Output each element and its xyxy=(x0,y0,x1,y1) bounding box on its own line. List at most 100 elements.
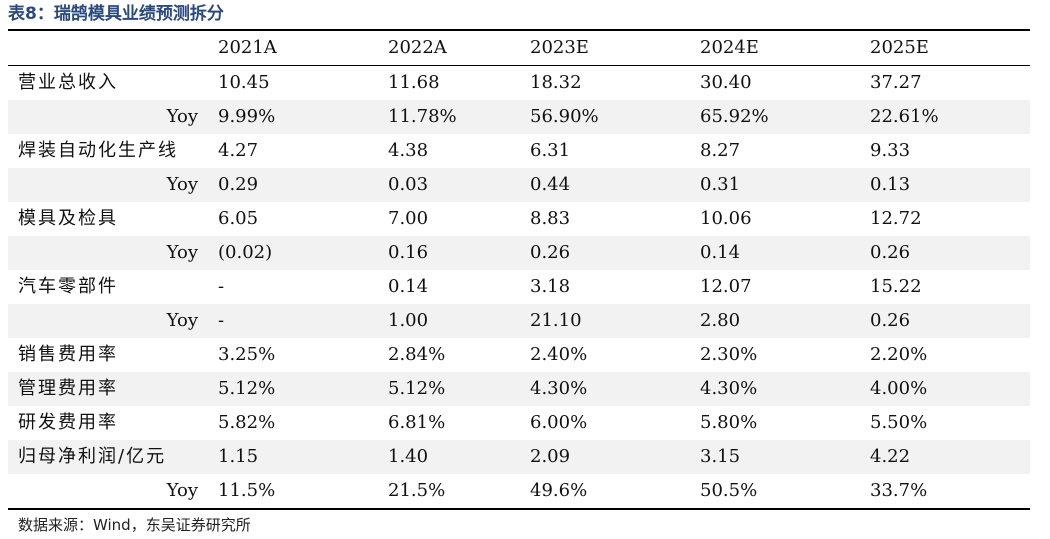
table-cell: - xyxy=(218,276,225,297)
table-cell: 5.82% xyxy=(218,412,276,433)
row-label: 汽车零部件 xyxy=(18,276,118,297)
table-row: Yoy 0.29 0.03 0.44 0.31 0.13 xyxy=(8,168,1030,202)
row-label: 销售费用率 xyxy=(18,344,118,365)
table-row: 汽车零部件 - 0.14 3.18 12.07 15.22 xyxy=(8,270,1030,304)
table-cell: 1.15 xyxy=(218,446,259,467)
table-cell: 0.03 xyxy=(388,174,429,195)
table-cell: 0.13 xyxy=(870,174,911,195)
row-label: Yoy xyxy=(166,106,198,127)
table-cell: 0.44 xyxy=(530,174,571,195)
table-cell: 4.30% xyxy=(530,378,588,399)
table-row: 归母净利润/亿元 1.15 1.40 2.09 3.15 4.22 xyxy=(8,440,1030,474)
table-cell: 1.00 xyxy=(388,310,429,331)
table-cell: 5.80% xyxy=(700,412,758,433)
table-cell: 5.12% xyxy=(388,378,446,399)
table-cell: 3.25% xyxy=(218,344,276,365)
table-cell: 2.40% xyxy=(530,344,588,365)
table-cell: 65.92% xyxy=(700,106,769,127)
header-col-2022a: 2022A xyxy=(388,37,447,58)
table-cell: 0.26 xyxy=(870,310,911,331)
table-cell: 1.40 xyxy=(388,446,429,467)
table-cell: 4.00% xyxy=(870,378,928,399)
table-row: 焊装自动化生产线 4.27 4.38 6.31 8.27 9.33 xyxy=(8,134,1030,168)
table-cell: 6.00% xyxy=(530,412,588,433)
table-row: 销售费用率 3.25% 2.84% 2.40% 2.30% 2.20% xyxy=(8,338,1030,372)
table-cell: 12.07 xyxy=(700,276,752,297)
table-row: 营业总收入 10.45 11.68 18.32 30.40 37.27 xyxy=(8,66,1030,100)
table-cell: 0.26 xyxy=(530,242,571,263)
table-cell: 0.16 xyxy=(388,242,429,263)
table-cell: 56.90% xyxy=(530,106,599,127)
table-cell: 12.72 xyxy=(870,208,922,229)
row-label: 归母净利润/亿元 xyxy=(18,446,167,467)
source-note: 数据来源：Wind，东吴证券研究所 xyxy=(18,516,251,534)
table-cell: 3.15 xyxy=(700,446,741,467)
row-label: Yoy xyxy=(166,480,198,501)
table-cell: 0.14 xyxy=(388,276,429,297)
table-row: Yoy (0.02) 0.16 0.26 0.14 0.26 xyxy=(8,236,1030,270)
table-cell: (0.02) xyxy=(218,242,273,263)
table-cell: 15.22 xyxy=(870,276,922,297)
table-cell: 11.78% xyxy=(388,106,457,127)
table-cell: 22.61% xyxy=(870,106,939,127)
table-cell: 4.38 xyxy=(388,140,429,161)
table-cell: 0.14 xyxy=(700,242,741,263)
table-cell: 2.20% xyxy=(870,344,928,365)
table-cell: 33.7% xyxy=(870,480,928,501)
row-label: 营业总收入 xyxy=(18,72,118,93)
row-label: 研发费用率 xyxy=(18,412,118,433)
table-cell: 30.40 xyxy=(700,72,752,93)
table-cell: 37.27 xyxy=(870,72,922,93)
table-cell: 2.30% xyxy=(700,344,758,365)
table-cell: 4.30% xyxy=(700,378,758,399)
table-row: Yoy - 1.00 21.10 2.80 0.26 xyxy=(8,304,1030,338)
table-cell: 50.5% xyxy=(700,480,758,501)
table-cell: 10.45 xyxy=(218,72,270,93)
row-label: 管理费用率 xyxy=(18,378,118,399)
table-cell: 7.00 xyxy=(388,208,429,229)
table-cell: 8.27 xyxy=(700,140,741,161)
table-cell: 10.06 xyxy=(700,208,752,229)
table-row: Yoy 9.99% 11.78% 56.90% 65.92% 22.61% xyxy=(8,100,1030,134)
table-header: 2021A 2022A 2023E 2024E 2025E xyxy=(8,31,1030,65)
table-row: 模具及检具 6.05 7.00 8.83 10.06 12.72 xyxy=(8,202,1030,236)
row-label: 焊装自动化生产线 xyxy=(18,140,178,161)
table-cell: 2.84% xyxy=(388,344,446,365)
table-cell: 8.83 xyxy=(530,208,571,229)
header-col-2025e: 2025E xyxy=(870,37,929,58)
table-cell: 2.80 xyxy=(700,310,741,331)
table-cell: - xyxy=(218,310,225,331)
row-label: Yoy xyxy=(166,242,198,263)
table-cell: 4.22 xyxy=(870,446,911,467)
table-title: 表8：瑞鹄模具业绩预测拆分 xyxy=(8,4,224,24)
table-cell: 5.12% xyxy=(218,378,276,399)
table-row: 研发费用率 5.82% 6.81% 6.00% 5.80% 5.50% xyxy=(8,406,1030,440)
table-cell: 0.31 xyxy=(700,174,741,195)
table-cell: 0.29 xyxy=(218,174,259,195)
header-col-2023e: 2023E xyxy=(530,37,589,58)
table-cell: 6.05 xyxy=(218,208,259,229)
table-cell: 49.6% xyxy=(530,480,588,501)
table-cell: 21.10 xyxy=(530,310,582,331)
table-cell: 11.68 xyxy=(388,72,440,93)
table-cell: 9.99% xyxy=(218,106,276,127)
table-cell: 18.32 xyxy=(530,72,582,93)
table-cell: 2.09 xyxy=(530,446,571,467)
row-label: 模具及检具 xyxy=(18,208,118,229)
table-body: 营业总收入 10.45 11.68 18.32 30.40 37.27 Yoy 9.99% 11… xyxy=(8,66,1030,508)
table-cell: 21.5% xyxy=(388,480,446,501)
table-cell: 11.5% xyxy=(218,480,276,501)
table-bottom-rule xyxy=(8,508,1030,510)
table-top-rule xyxy=(8,29,1030,31)
table-cell: 0.26 xyxy=(870,242,911,263)
table-row: Yoy 11.5% 21.5% 49.6% 50.5% 33.7% xyxy=(8,474,1030,508)
table-cell: 4.27 xyxy=(218,140,259,161)
header-col-2021a: 2021A xyxy=(218,37,277,58)
table-cell: 9.33 xyxy=(870,140,911,161)
header-col-2024e: 2024E xyxy=(700,37,759,58)
table-cell: 6.81% xyxy=(388,412,446,433)
table-cell: 6.31 xyxy=(530,140,571,161)
row-label: Yoy xyxy=(166,174,198,195)
table-cell: 5.50% xyxy=(870,412,928,433)
table-cell: 3.18 xyxy=(530,276,571,297)
